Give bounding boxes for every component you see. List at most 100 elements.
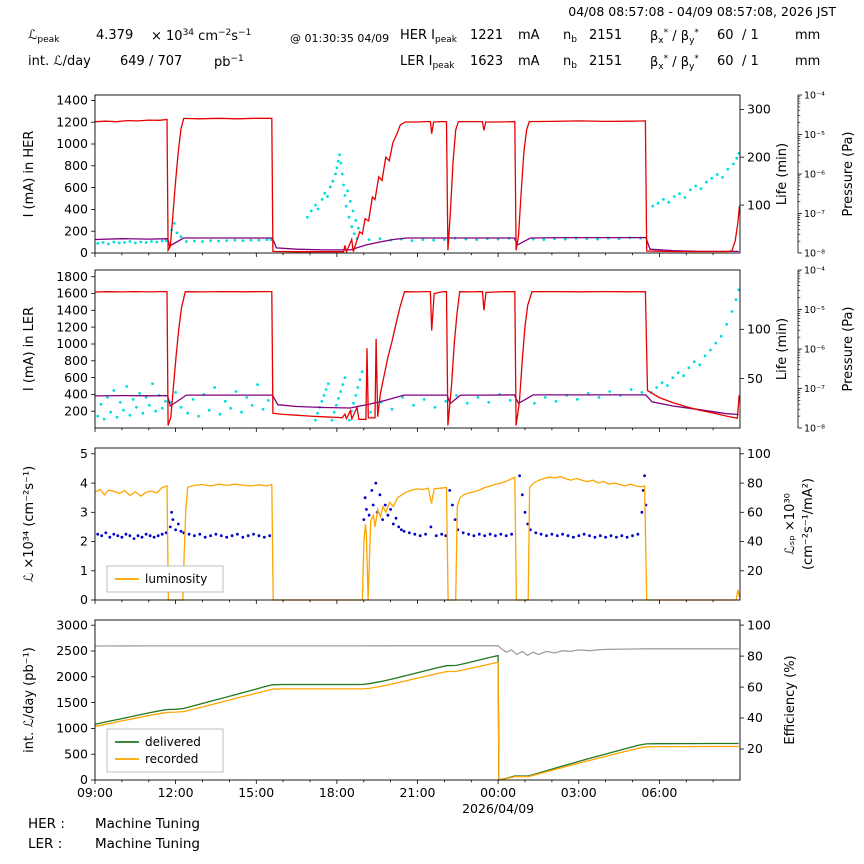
integrated-luminosity-chart-legend: delivered recorded — [106, 728, 224, 773]
ler-status-label: LER : — [28, 836, 63, 852]
ler-ipeak-label: LER Ipeak — [400, 54, 455, 71]
integrated-luminosity-chart-y-ticks: 0 500 1000 1500 2000 2500 3000 — [56, 617, 95, 787]
luminosity-chart-y-axis-title: ℒ ×10³⁴ (cm⁻²s⁻¹) — [22, 466, 37, 582]
luminosity-chart-right-ticks: 20 40 60 80 100 — [740, 446, 771, 578]
ler-nb-value: 2151 — [589, 54, 623, 69]
ler-beta-value2: / 1 — [742, 54, 759, 69]
ler-beam-chart-y-axis-title: I (mA) in LER — [22, 307, 37, 391]
datetime-range: 04/08 08:57:08 - 04/09 08:57:08, 2026 JS… — [568, 4, 836, 19]
svg-text:luminosity: luminosity — [145, 572, 207, 586]
her-beam-chart-pressure-axis: 10⁻⁴ 10⁻⁵ 10⁻⁶ 10⁻⁷ 10⁻⁸ — [797, 91, 825, 260]
integrated-luminosity-chart-delivered-line — [94, 654, 739, 781]
luminosity-chart-right-axis-title: ℒₛₚ ×10³⁰ — [783, 493, 798, 555]
her-nb-value: 2151 — [589, 28, 623, 43]
svg-text:10⁻⁵: 10⁻⁵ — [804, 305, 825, 316]
svg-text:300: 300 — [747, 102, 771, 117]
svg-text:1: 1 — [80, 563, 88, 578]
her-ipeak-unit: mA — [518, 28, 540, 43]
svg-text:2: 2 — [80, 534, 88, 549]
svg-text:200: 200 — [747, 149, 771, 164]
svg-text:1000: 1000 — [56, 136, 88, 151]
x-tick-label: 09:00 — [77, 785, 113, 800]
ler-beta-value: 60 — [717, 54, 734, 69]
svg-text:200: 200 — [64, 403, 88, 418]
svg-text:0: 0 — [80, 245, 88, 260]
svg-text:10⁻⁴: 10⁻⁴ — [804, 91, 825, 102]
x-tick-label: 12:00 — [158, 785, 194, 800]
her-ipeak-label: HER Ipeak — [400, 28, 457, 45]
svg-text:1400: 1400 — [56, 303, 88, 318]
integrated-luminosity-chart-recorded-line — [94, 661, 739, 781]
integrated-luminosity-chart-efficiency-line — [94, 645, 739, 657]
svg-text:20: 20 — [747, 741, 763, 756]
ler-ipeak-unit: mA — [518, 54, 540, 69]
svg-text:80: 80 — [747, 648, 763, 663]
her-beam-chart-pressure-line — [94, 236, 739, 253]
svg-text:5: 5 — [80, 446, 88, 461]
svg-text:800: 800 — [64, 353, 88, 368]
svg-text:80: 80 — [747, 475, 763, 490]
luminosity-chart: 0 1 2 3 4 5 ℒ ×10³⁴ (cm⁻²s⁻¹) 20 40 60 80 100 ℒₛₚ ×1… — [22, 446, 816, 607]
int-lumi-label: int. ℒ/day — [28, 54, 91, 69]
svg-text:0: 0 — [80, 772, 88, 787]
ler-status-value: Machine Tuning — [95, 836, 200, 852]
svg-text:400: 400 — [64, 202, 88, 217]
svg-text:10⁻⁴: 10⁻⁴ — [804, 266, 825, 277]
svg-text:60: 60 — [747, 505, 763, 520]
her-beam-chart: 0 200 400 600 800 1000 1200 1400 I (mA) in HER 10… — [22, 91, 856, 261]
svg-text:1000: 1000 — [56, 721, 88, 736]
svg-text:1500: 1500 — [56, 695, 88, 710]
her-beta-unit: mm — [795, 28, 821, 43]
ler-beam-chart-right-axis-title: Life (min) — [775, 318, 790, 380]
her-status-label: HER : — [28, 816, 65, 832]
ler-beam-chart-x-ticks — [94, 428, 714, 432]
ler-ipeak-value: 1623 — [470, 54, 504, 69]
svg-text:10⁻⁶: 10⁻⁶ — [804, 170, 825, 181]
svg-text:3000: 3000 — [56, 617, 88, 632]
x-tick-label: 18:00 — [319, 785, 355, 800]
svg-text:800: 800 — [64, 158, 88, 173]
svg-text:1800: 1800 — [56, 269, 88, 284]
svg-text:recorded: recorded — [145, 752, 198, 766]
svg-text:600: 600 — [64, 370, 88, 385]
svg-text:delivered: delivered — [145, 735, 201, 749]
ler-beam-chart-lifetime-points — [96, 288, 741, 422]
x-axis-date-label: 2026/04/09 — [462, 801, 534, 816]
svg-text:100: 100 — [747, 446, 771, 461]
x-tick-label: 00:00 — [480, 785, 516, 800]
integrated-luminosity-chart-x-ticks — [94, 780, 714, 784]
svg-text:10⁻⁸: 10⁻⁸ — [804, 424, 825, 435]
her-nb-label: nb — [563, 28, 577, 45]
int-lumi-values: 649 / 707 — [120, 54, 183, 69]
her-beta-value2: / 1 — [742, 28, 759, 43]
svg-text:10⁻⁷: 10⁻⁷ — [804, 209, 825, 220]
svg-text:200: 200 — [64, 223, 88, 238]
her-status-value: Machine Tuning — [95, 816, 200, 832]
luminosity-chart-specific-luminosity-points — [96, 474, 648, 540]
ler-beta-unit: mm — [795, 54, 821, 69]
luminosity-chart-legend: luminosity — [106, 565, 224, 593]
svg-text:400: 400 — [64, 387, 88, 402]
luminosity-chart-y-ticks: 0 1 2 3 4 5 — [80, 446, 95, 607]
her-beam-chart-current-line — [94, 117, 741, 254]
luminosity-chart-x-ticks — [94, 600, 714, 604]
svg-text:10⁻⁵: 10⁻⁵ — [804, 130, 825, 141]
svg-text:10⁻⁸: 10⁻⁸ — [804, 249, 825, 260]
int-lumi-unit: pb−1 — [214, 54, 244, 70]
svg-text:600: 600 — [64, 180, 88, 195]
her-beam-chart-y-ticks: 0 200 400 600 800 1000 1200 1400 — [56, 93, 95, 260]
ler-beam-chart-current-line — [94, 290, 740, 426]
svg-text:1400: 1400 — [56, 93, 88, 108]
ler-beta-label: βx* / βy* — [650, 54, 699, 72]
her-beam-chart-lifetime-points — [96, 152, 741, 246]
svg-text:60: 60 — [747, 679, 763, 694]
x-tick-label: 21:00 — [399, 785, 435, 800]
svg-text:1000: 1000 — [56, 336, 88, 351]
svg-text:40: 40 — [747, 710, 763, 725]
her-beam-chart-right-axis-title: Life (min) — [775, 143, 790, 205]
her-beta-value: 60 — [717, 28, 734, 43]
integrated-luminosity-chart: 09:00 12:00 15:00 18:00 21:00 00:00 03:00 06:00… — [22, 617, 798, 816]
